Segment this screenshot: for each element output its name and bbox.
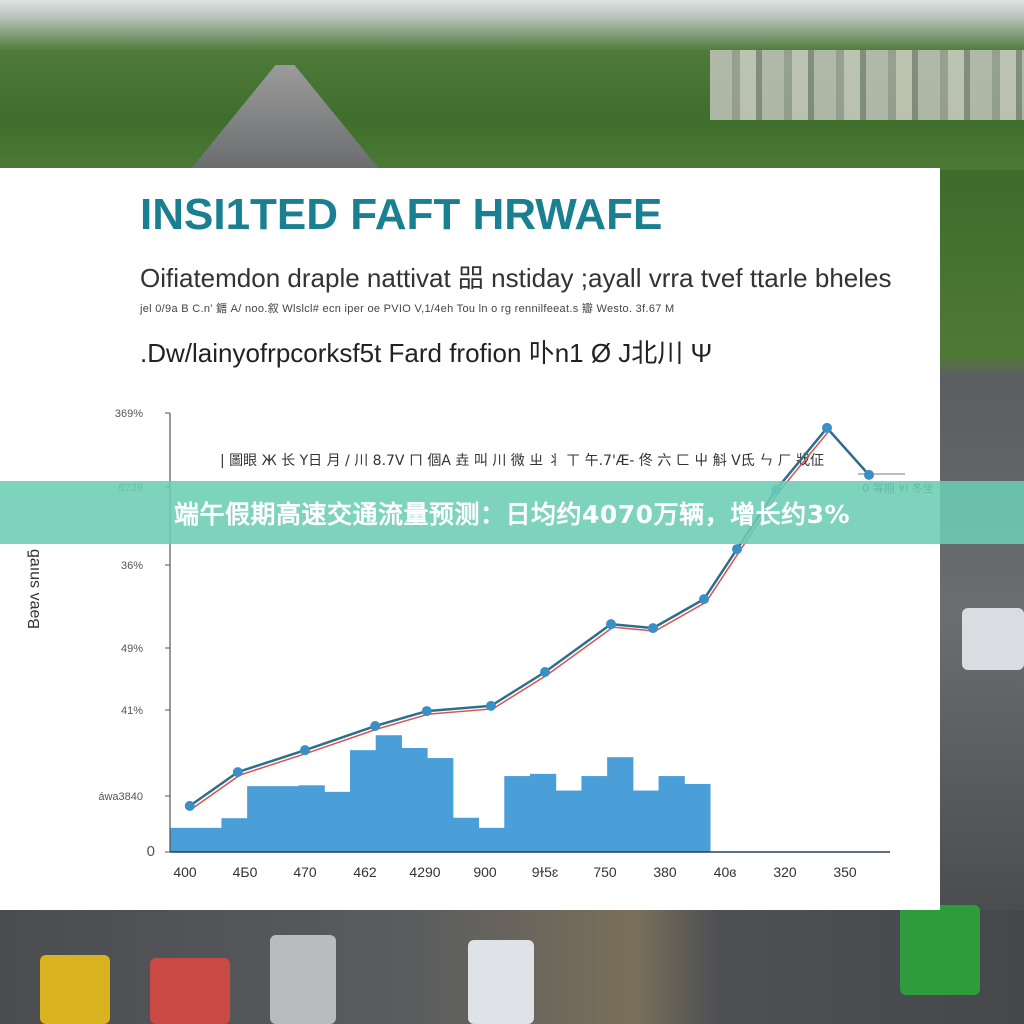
data-point	[864, 469, 874, 480]
x-tick-label: 320	[773, 864, 797, 880]
x-tick-label: 4Б0	[233, 864, 258, 880]
y-tick-label: 41%	[121, 705, 143, 717]
data-point	[699, 594, 709, 605]
bar	[195, 827, 222, 852]
x-tick-label: 462	[353, 864, 377, 880]
bar	[632, 790, 660, 852]
car	[900, 905, 980, 995]
caption-banner: 端午假期高速交通流量预测：日均约4070万辆，增长约3%	[0, 481, 1024, 544]
y-tick-label: 0	[147, 843, 155, 860]
car	[40, 955, 110, 1024]
data-point	[421, 706, 432, 717]
bar	[298, 785, 325, 852]
bar	[658, 776, 685, 852]
bar	[170, 827, 197, 852]
data-point	[648, 623, 658, 634]
y-tick-label: áwa3840	[98, 791, 143, 803]
data-point	[184, 800, 195, 811]
data-point	[606, 619, 616, 630]
chart-subtitle-2: .Dw/lainyofrpcorksf5t Fard frofion 卟n1 Ø…	[140, 338, 713, 368]
bar	[478, 827, 505, 852]
car	[270, 935, 336, 1024]
background-city-buildings	[710, 50, 1024, 120]
x-tick-label: 350	[833, 864, 857, 880]
data-point	[300, 745, 310, 756]
bar	[581, 776, 608, 852]
car	[962, 608, 1024, 670]
bar	[324, 791, 351, 852]
bar	[452, 817, 480, 852]
x-tick-label: 750	[593, 864, 617, 880]
data-point	[540, 667, 550, 678]
car	[468, 940, 534, 1024]
bar	[530, 773, 557, 852]
chart-subtitle: Oifiatemdon draple nattivat 㗊 nstiday ;a…	[140, 263, 892, 293]
bar	[272, 786, 300, 852]
bar	[504, 776, 531, 852]
legend-text: | 圖眼 Ж 长 Y日 月 / 川 8.7V ㄇ 個A 垚 叫 川 微 ㄓ 丬 …	[220, 453, 824, 469]
x-tick-label: 900	[473, 864, 497, 880]
bar	[684, 783, 711, 852]
car	[150, 958, 230, 1024]
y-tick-label: 36%	[121, 560, 143, 572]
x-tick-label: 380	[653, 864, 677, 880]
x-tick-label: 40ɞ	[714, 864, 737, 880]
bar	[350, 750, 377, 852]
bar	[555, 790, 582, 852]
bar	[607, 757, 634, 852]
y-tick-label: 49%	[121, 643, 143, 655]
chart-title: INSI1TED FAFT HRWAFE	[140, 190, 663, 239]
caption-text: 端午假期高速交通流量预测：日均约4070万辆，增长约3%	[173, 499, 851, 529]
bar	[247, 786, 274, 852]
x-tick-label: 470	[293, 864, 317, 880]
data-point	[232, 767, 243, 778]
bar	[427, 758, 454, 852]
data-point	[370, 721, 381, 732]
data-point	[732, 544, 742, 555]
bar	[401, 747, 428, 852]
data-point	[822, 422, 832, 433]
bar	[221, 818, 248, 852]
x-tick-label: 9ɫ5ɛ	[532, 864, 559, 880]
y-tick-label: 369%	[115, 408, 143, 420]
x-tick-label: 4290	[409, 864, 440, 880]
data-point	[486, 700, 496, 711]
bar	[375, 735, 402, 852]
x-tick-label: 400	[173, 864, 197, 880]
chart-subtitle-small: jel 0/9a B C.n' 䥄 A/ noo.叙 Wlslcl# ecn i…	[140, 303, 675, 315]
